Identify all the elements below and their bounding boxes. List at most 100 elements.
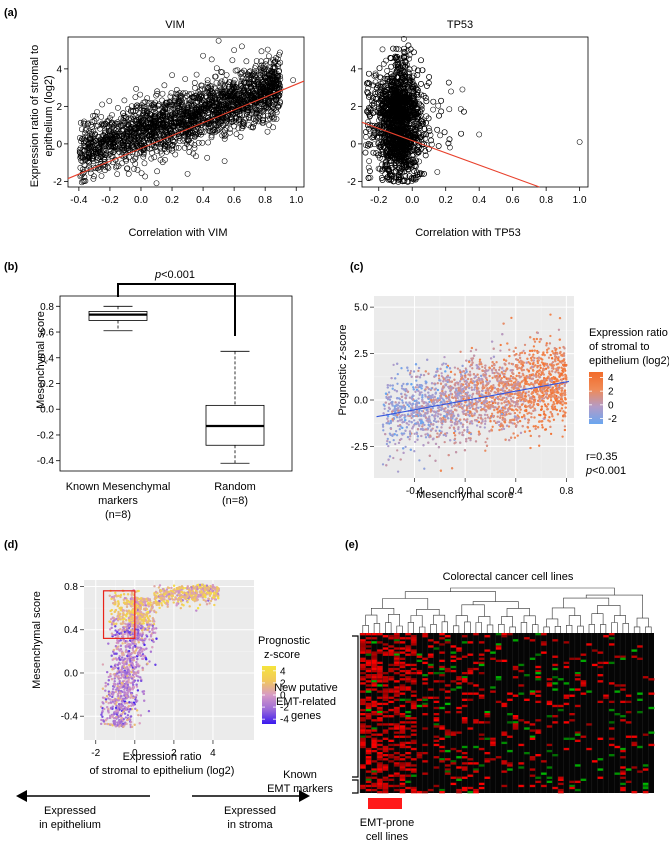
y-tick-label: 0.6	[40, 328, 54, 339]
x-tick-label: 1.0	[573, 195, 587, 206]
data-point	[259, 119, 266, 126]
data-point	[80, 178, 87, 185]
data-point	[82, 178, 89, 184]
x-tick-label: 0.4	[472, 195, 486, 206]
y-tick-label: -2	[53, 177, 62, 188]
x-tick-label: 0.8	[258, 195, 272, 206]
y-tick-label: -0.4	[37, 456, 55, 467]
data-point	[267, 111, 274, 118]
x-tick-label: 0.6	[506, 195, 520, 206]
data-point	[221, 133, 228, 140]
vim-chart-title: VIM	[165, 19, 185, 31]
data-point	[193, 71, 200, 78]
y-tick-label: 0.0	[40, 405, 54, 416]
data-point	[237, 70, 244, 77]
data-point	[80, 139, 87, 146]
data-point	[162, 157, 168, 163]
vim-xlabel: Correlation with VIM	[128, 227, 227, 239]
data-point	[109, 112, 115, 118]
data-point	[175, 145, 182, 151]
mesenchymal-boxplot: Mesenchymal score -0.4-0.20.00.20.40.60.…	[35, 269, 293, 472]
x-tick-label: 0.0	[405, 195, 419, 206]
x-tick-label: 0.4	[196, 195, 210, 206]
data-point	[532, 345, 536, 348]
data-point	[90, 113, 96, 119]
data-point	[545, 342, 548, 345]
data-point	[154, 88, 160, 95]
data-point	[188, 101, 195, 108]
x-tick-label: -0.2	[370, 195, 388, 206]
data-point	[133, 86, 139, 92]
data-point	[238, 125, 245, 132]
panel-label-a: (a)	[4, 7, 18, 19]
x-tick-label: 0.2	[165, 195, 179, 206]
data-point	[246, 115, 253, 122]
data-point	[549, 432, 553, 436]
data-point	[402, 382, 405, 386]
data-point	[396, 449, 399, 452]
data-point	[205, 139, 211, 146]
data-point	[81, 120, 88, 127]
y-tick-label: -0.2	[37, 430, 55, 441]
y-tick-label: 4	[56, 64, 62, 75]
prognostic-scatter-chart: Prognostic z-score Mesenchymal score -0.…	[337, 296, 669, 501]
x-tick-label: 0.8	[539, 195, 553, 206]
panel-label-d: (d)	[4, 539, 18, 551]
data-point	[132, 94, 139, 100]
y-tick-label: 0.4	[40, 353, 54, 364]
box-ticks: -0.4 -0.2 0.0 0.2 0.4 0.6 0.8	[37, 302, 60, 467]
x-tick-label: -0.2	[101, 195, 119, 206]
data-point	[208, 132, 215, 139]
tp53-scatter-chart: TP53 Correlation with TP53 -0.2 0.0 0.2 0.4…	[347, 19, 589, 239]
data-point	[121, 97, 128, 104]
box-p-value: p<0.001	[154, 269, 195, 281]
data-point	[245, 72, 252, 79]
y-tick-label: 0.2	[40, 379, 54, 390]
data-point	[98, 121, 105, 128]
data-point	[549, 313, 552, 316]
data-point	[221, 158, 228, 164]
y-tick-label: 0.8	[40, 302, 54, 313]
y-tick-label: 2	[56, 102, 62, 113]
iqr-box	[88, 311, 148, 321]
data-point	[436, 382, 439, 385]
data-point	[258, 76, 264, 83]
tp53-chart-title: TP53	[447, 19, 473, 31]
data-point	[251, 72, 258, 79]
data-point	[483, 413, 487, 416]
vim-points	[76, 37, 297, 187]
data-point	[98, 153, 105, 159]
data-point	[172, 103, 179, 110]
data-point	[106, 98, 113, 104]
data-point	[387, 444, 390, 448]
data-point	[124, 165, 131, 172]
y-tick-label: 0	[56, 139, 62, 150]
data-point	[148, 155, 155, 162]
panel-label-b: (b)	[4, 261, 18, 273]
data-point	[508, 348, 511, 351]
data-point	[77, 119, 84, 126]
data-point	[477, 416, 480, 419]
data-point	[148, 100, 155, 106]
x-tick-label: 1.0	[289, 195, 303, 206]
data-point	[181, 145, 188, 151]
data-point	[148, 145, 155, 152]
data-point	[273, 116, 280, 122]
panel-label-e: (e)	[345, 539, 359, 551]
y-tick-label: 2	[350, 102, 356, 113]
vim-ylabel-line2: epithelium (log2)	[43, 75, 55, 156]
data-point	[381, 425, 385, 428]
panel-label-c: (c)	[350, 261, 364, 273]
data-point	[265, 116, 271, 123]
y-tick-label: -2	[347, 177, 356, 188]
y-tick-label: 4	[350, 64, 356, 75]
data-point	[159, 159, 166, 166]
data-point	[233, 115, 239, 122]
data-point	[238, 80, 244, 87]
y-tick-label: 0	[350, 139, 356, 150]
data-point	[124, 165, 130, 172]
data-point	[497, 368, 501, 372]
x-tick-label: 0.6	[227, 195, 241, 206]
data-point	[157, 157, 164, 163]
